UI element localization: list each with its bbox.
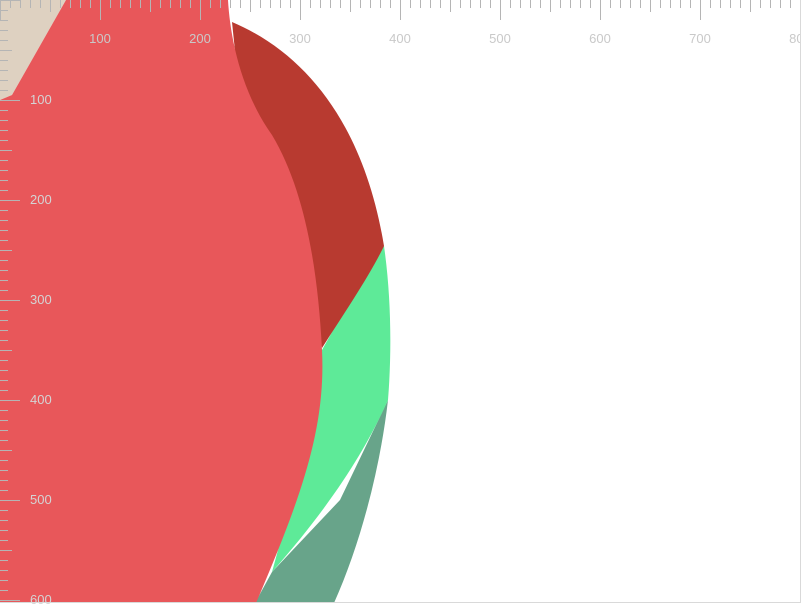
ruler-label-top: 400 <box>389 31 411 46</box>
ruler-label-top: 700 <box>689 31 711 46</box>
ruler-label-left: 300 <box>30 292 52 307</box>
ruler-label-top: 100 <box>89 31 111 46</box>
coral-shape[interactable] <box>0 0 323 603</box>
beige-shape[interactable] <box>0 0 66 100</box>
horizontal-ruler[interactable] <box>0 0 801 20</box>
ruler-label-top: 500 <box>489 31 511 46</box>
vertical-ruler[interactable] <box>0 0 20 603</box>
dark-red-shape[interactable] <box>232 22 384 348</box>
ruler-label-left: 100 <box>30 92 52 107</box>
ruler-label-top: 600 <box>589 31 611 46</box>
ruler-label-left: 200 <box>30 192 52 207</box>
ruler-label-top: 800 <box>789 31 801 46</box>
ruler-label-top: 200 <box>189 31 211 46</box>
ruler-label-left: 400 <box>30 392 52 407</box>
green-shape[interactable] <box>272 246 391 572</box>
teal-shape[interactable] <box>255 400 388 603</box>
ruler-label-left: 600 <box>30 592 52 607</box>
ruler-label-left: 500 <box>30 492 52 507</box>
ruler-label-top: 300 <box>289 31 311 46</box>
